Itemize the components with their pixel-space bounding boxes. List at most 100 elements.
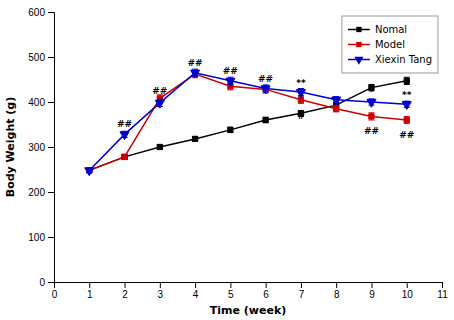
chart: 012345678910110100200300400500600Time (w… <box>0 0 454 320</box>
y-tick-label: 300 <box>28 142 45 153</box>
point-marker <box>369 114 374 119</box>
y-tick-label: 100 <box>28 232 45 243</box>
point-marker <box>120 132 129 140</box>
x-tick-mark <box>442 282 443 288</box>
annotation: ## <box>399 130 414 140</box>
y-tick: 0 <box>39 277 54 288</box>
y-tick-label: 500 <box>28 52 45 63</box>
x-tick-mark <box>407 282 408 288</box>
point-marker <box>191 70 200 78</box>
x-tick-label: 6 <box>263 289 269 300</box>
point-marker <box>367 99 376 107</box>
legend-label: Xiexin Tang <box>375 54 432 65</box>
y-tick-mark <box>48 102 54 103</box>
y-axis: 0 100 200 300 400 500 600 <box>28 7 54 288</box>
x-tick-label: 3 <box>158 289 164 300</box>
point-marker <box>226 78 235 86</box>
y-tick-mark <box>48 192 54 193</box>
x-tick-mark <box>230 282 231 288</box>
error-bar <box>368 113 374 120</box>
error-bar <box>157 145 163 150</box>
x-tick-label: 9 <box>369 289 375 300</box>
x-tick: 10 <box>402 282 414 300</box>
x-tick: 3 <box>158 282 164 300</box>
point-marker <box>122 154 127 159</box>
annotation: # <box>297 111 305 121</box>
y-tick-label: 600 <box>28 7 45 18</box>
y-axis-title: Body Weight (g) <box>4 97 17 198</box>
series-line <box>89 74 406 170</box>
x-tick: 1 <box>87 282 93 300</box>
legend-label: Model <box>375 39 405 50</box>
x-tick-mark <box>125 282 126 288</box>
x-tick-label: 7 <box>299 289 305 300</box>
annotation: ## <box>117 119 132 129</box>
annotation: ## <box>223 66 238 76</box>
series-line <box>89 73 406 171</box>
x-tick: 2 <box>122 282 128 300</box>
legend-label: Nomal <box>375 24 407 35</box>
legend-marker <box>354 57 363 65</box>
legend-item: Model <box>348 39 405 50</box>
x-tick: 5 <box>228 282 234 300</box>
legend-marker <box>356 27 361 32</box>
point-marker <box>155 100 164 108</box>
error-bar <box>263 117 269 122</box>
x-tick: 0 <box>52 282 58 300</box>
annotation: ## <box>188 58 203 68</box>
x-tick-label: 0 <box>52 289 58 300</box>
annotation: ** <box>402 90 412 100</box>
x-tick: 6 <box>263 282 269 300</box>
x-tick: 4 <box>193 282 199 300</box>
x-tick-label: 2 <box>122 289 128 300</box>
x-tick-mark <box>266 282 267 288</box>
x-tick: 7 <box>299 282 305 300</box>
y-tick-label: 0 <box>39 277 45 288</box>
y-tick: 300 <box>28 142 54 153</box>
x-tick: 9 <box>369 282 375 300</box>
point-marker <box>404 78 409 83</box>
x-tick-mark <box>371 282 372 288</box>
point-marker <box>404 117 409 122</box>
error-bar <box>122 155 128 160</box>
error-bar <box>333 106 339 112</box>
error-bar <box>122 155 128 160</box>
x-tick-mark <box>89 282 90 288</box>
x-tick-label: 11 <box>437 289 448 300</box>
x-tick-mark <box>195 282 196 288</box>
legend-item: Nomal <box>348 24 407 35</box>
x-axis: 01234567891011 <box>52 282 448 300</box>
legend-marker <box>356 42 361 47</box>
error-bar <box>227 127 233 132</box>
annotation: ** <box>296 78 306 88</box>
point-marker <box>296 89 305 97</box>
point-marker <box>228 127 233 132</box>
x-tick-label: 10 <box>402 289 414 300</box>
point-marker <box>402 102 411 110</box>
y-tick-mark <box>48 147 54 148</box>
y-tick: 200 <box>28 187 54 198</box>
x-tick-mark <box>336 282 337 288</box>
x-tick: 11 <box>437 282 448 300</box>
x-tick-mark <box>160 282 161 288</box>
legend-frame <box>342 16 438 73</box>
x-tick-label: 1 <box>87 289 93 300</box>
x-axis-title: Time (week) <box>210 304 286 317</box>
y-tick-label: 400 <box>28 97 45 108</box>
annotation: * <box>369 87 374 97</box>
error-bar <box>192 137 198 142</box>
y-tick-mark <box>48 237 54 238</box>
point-marker <box>334 106 339 111</box>
point-marker <box>157 144 162 149</box>
plot-area <box>85 69 412 176</box>
y-tick-mark <box>48 12 54 13</box>
point-marker <box>332 97 341 105</box>
series <box>86 71 409 174</box>
series <box>85 69 412 176</box>
point-marker <box>122 154 127 159</box>
point-marker <box>192 136 197 141</box>
x-axis-line <box>55 283 443 289</box>
point-marker <box>85 168 94 176</box>
y-tick-label: 200 <box>28 187 45 198</box>
x-tick-mark <box>301 282 302 288</box>
